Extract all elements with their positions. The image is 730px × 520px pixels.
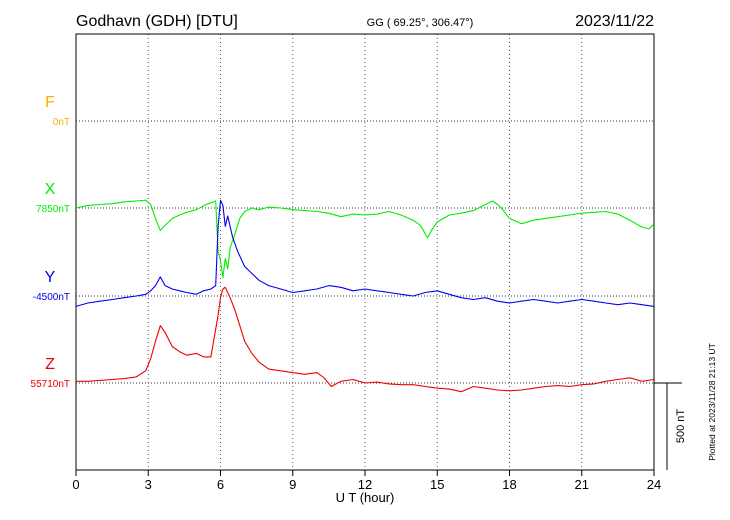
series-baseline-x: 7850nT: [36, 204, 70, 215]
plot-frame: [75, 33, 655, 471]
series-name-y: Y: [45, 269, 56, 286]
x-axis-ticks: 0 3 6 9 12 15 18 21 24: [72, 470, 661, 492]
x-tick-label: 18: [502, 477, 516, 492]
scale-bar: 500 nT: [654, 382, 687, 470]
series-baselines: [76, 120, 654, 384]
x-tick-label: 6: [217, 477, 224, 492]
series-name-f: F: [45, 94, 55, 111]
plotted-timestamp: Plotted at 2023/11/28 21:13 UT: [707, 343, 717, 461]
series-line-z: [76, 286, 655, 393]
series-name-x: X: [45, 181, 56, 198]
series-traces: [75, 199, 655, 393]
series-baseline-f: 0nT: [53, 117, 70, 128]
x-tick-label: 3: [145, 477, 152, 492]
station-coords: GG ( 69.25°, 306.47°): [367, 17, 474, 29]
x-tick-label: 12: [358, 477, 372, 492]
x-tick-label: 9: [289, 477, 296, 492]
series-baseline-y: -4500nT: [33, 292, 70, 303]
series-line-x: [75, 199, 655, 279]
x-tick-label: 0: [72, 477, 79, 492]
series-line-y: [75, 199, 655, 307]
series-baseline-z: 55710nT: [31, 379, 70, 390]
series-labels: F 0nT X 7850nT Y -4500nT Z 55710nT: [31, 94, 70, 390]
x-axis-label: U T (hour): [336, 490, 395, 505]
x-tick-label: 24: [647, 477, 661, 492]
station-title: Godhavn (GDH) [DTU]: [76, 13, 238, 30]
x-tick-label: 21: [575, 477, 589, 492]
chart-date: 2023/11/22: [575, 13, 654, 30]
series-name-z: Z: [45, 356, 55, 373]
x-tick-label: 15: [430, 477, 444, 492]
grid-lines: [147, 34, 583, 470]
scale-bar-label: 500 nT: [675, 409, 687, 444]
